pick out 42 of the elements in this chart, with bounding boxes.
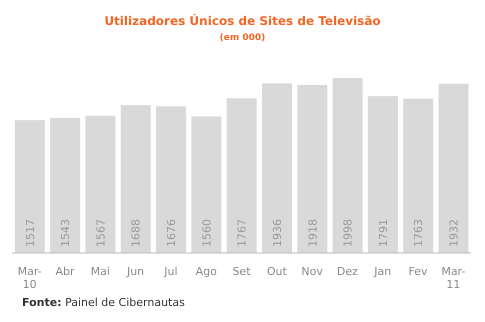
- x-tick-label: Mar-11: [441, 265, 466, 291]
- bar: [191, 116, 222, 253]
- x-tick-label: Dez: [336, 265, 358, 278]
- data-label: 1936: [270, 219, 284, 247]
- data-label: 1543: [59, 219, 72, 247]
- bar: [332, 78, 363, 253]
- data-label: 1560: [200, 219, 214, 247]
- bar: [156, 106, 186, 253]
- data-label: 1763: [412, 219, 426, 247]
- bar: [120, 105, 151, 253]
- data-label: 1791: [376, 219, 390, 247]
- data-label: 1567: [94, 219, 108, 247]
- x-tick-label: Mar-10: [18, 265, 42, 291]
- bar: [297, 85, 328, 253]
- x-tick-label: Fev: [408, 265, 428, 278]
- x-tick-label: Jun: [126, 265, 144, 278]
- data-label: 1688: [130, 219, 143, 247]
- chart-subtitle: (em 000): [218, 33, 266, 43]
- bar: [85, 116, 116, 253]
- bar: [226, 98, 257, 253]
- x-tick-label: Abr: [55, 265, 75, 278]
- bar: [368, 96, 398, 253]
- x-tick-label: Jul: [163, 265, 178, 278]
- data-label: 1932: [448, 219, 461, 247]
- source-note: Fonte: Painel de Cibernautas: [22, 296, 185, 309]
- data-label: 1998: [342, 219, 355, 247]
- bar: [14, 120, 45, 253]
- x-tick-label: Set: [232, 265, 252, 278]
- x-tick-label: Jan: [373, 265, 392, 278]
- data-label: 1676: [165, 219, 178, 247]
- x-tick-label: Mai: [90, 265, 110, 278]
- x-tick-label: Nov: [301, 265, 324, 278]
- x-tick-label: Ago: [196, 265, 218, 278]
- bar: [438, 84, 469, 253]
- data-label: 1918: [306, 219, 320, 247]
- data-label: 1767: [236, 219, 249, 247]
- bar: [50, 118, 80, 253]
- x-tick-label: Out: [266, 265, 288, 278]
- bar: [262, 83, 292, 253]
- data-label: 1517: [24, 219, 37, 247]
- chart-title: Utilizadores Únicos de Sites de Televisão: [103, 14, 382, 28]
- bar: [403, 98, 434, 253]
